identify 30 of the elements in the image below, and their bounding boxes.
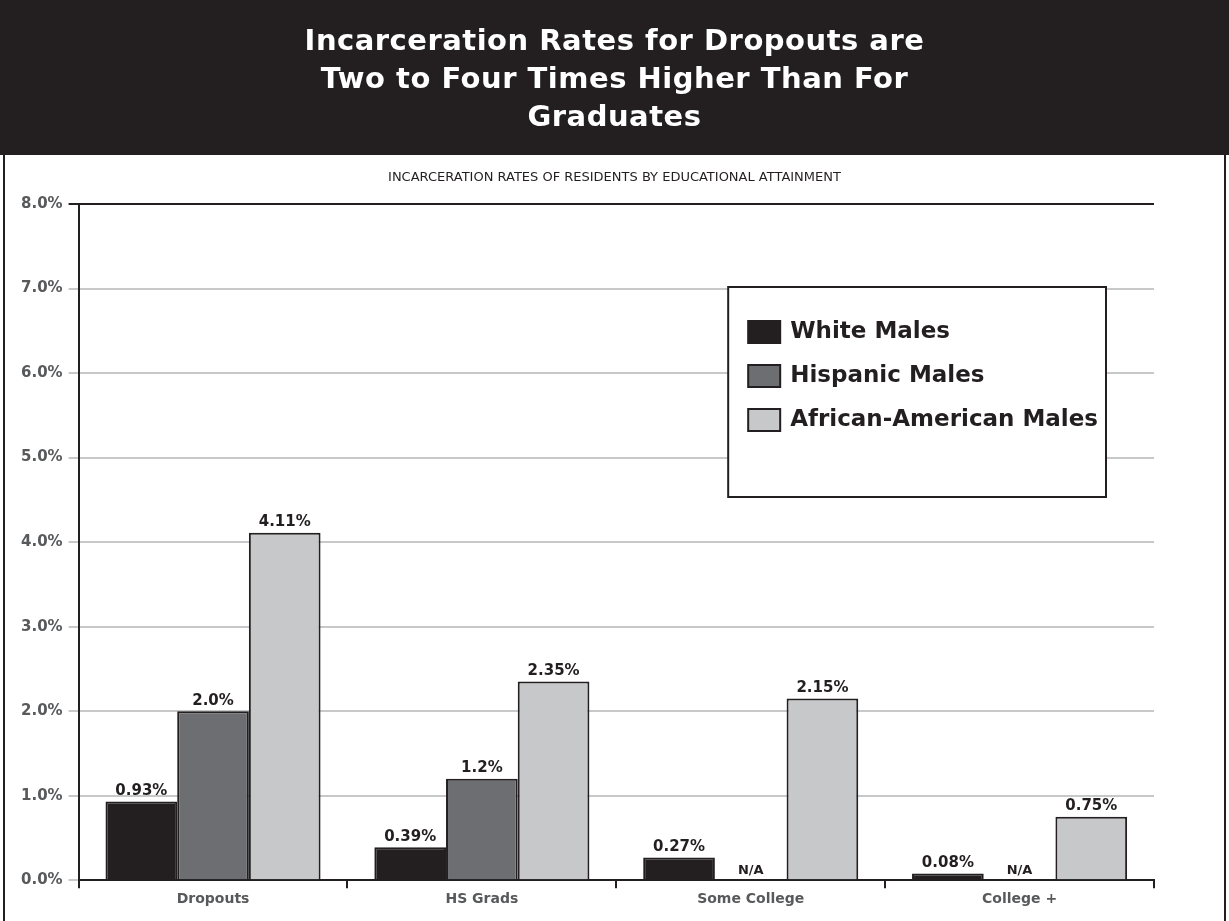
y-tick-label: 3.0% bbox=[20, 616, 63, 635]
y-tick-label: 1.0% bbox=[20, 785, 63, 804]
data-label: 0.27% bbox=[653, 836, 706, 855]
data-label: 2.15% bbox=[796, 677, 849, 696]
y-tick-label: 2.0% bbox=[20, 701, 63, 720]
y-tick-label: 5.0% bbox=[20, 447, 63, 466]
data-label: 4.11% bbox=[258, 512, 311, 531]
text: N/A bbox=[737, 862, 764, 878]
legend-label: Hispanic Males bbox=[790, 360, 985, 387]
data-label: 0.08% bbox=[921, 852, 974, 871]
y-tick-label: 0.0% bbox=[20, 870, 63, 889]
data-label: 0.75% bbox=[1065, 796, 1118, 815]
legend-label: White Males bbox=[790, 316, 950, 343]
x-tick-label: Dropouts bbox=[176, 890, 250, 907]
data-label: 0.39% bbox=[384, 826, 437, 845]
chart-subtitle: INCARCERATION RATES OF RESIDENTS BY EDUCATIONAL ATTAINMENT bbox=[387, 169, 842, 186]
data-label: 2.35% bbox=[527, 660, 580, 679]
y-tick-label: 6.0% bbox=[20, 362, 63, 381]
text: N/A bbox=[1006, 862, 1033, 878]
data-label: 2.0% bbox=[192, 690, 234, 709]
x-tick-label: College + bbox=[982, 890, 1058, 907]
y-tick-label: 7.0% bbox=[20, 278, 63, 297]
x-tick-label: HS Grads bbox=[445, 890, 519, 907]
y-tick-label: 4.0% bbox=[20, 531, 63, 550]
data-label: 0.93% bbox=[115, 780, 168, 799]
y-tick-label: 8.0% bbox=[20, 193, 63, 212]
data-label: 1.2% bbox=[461, 758, 503, 777]
x-tick-label: Some College bbox=[697, 890, 805, 907]
chart-title: Incarceration Rates for Dropouts are Two to Four Times Higher Than For Graduates bbox=[0, 0, 1229, 155]
legend-label: African-American Males bbox=[790, 404, 1099, 431]
